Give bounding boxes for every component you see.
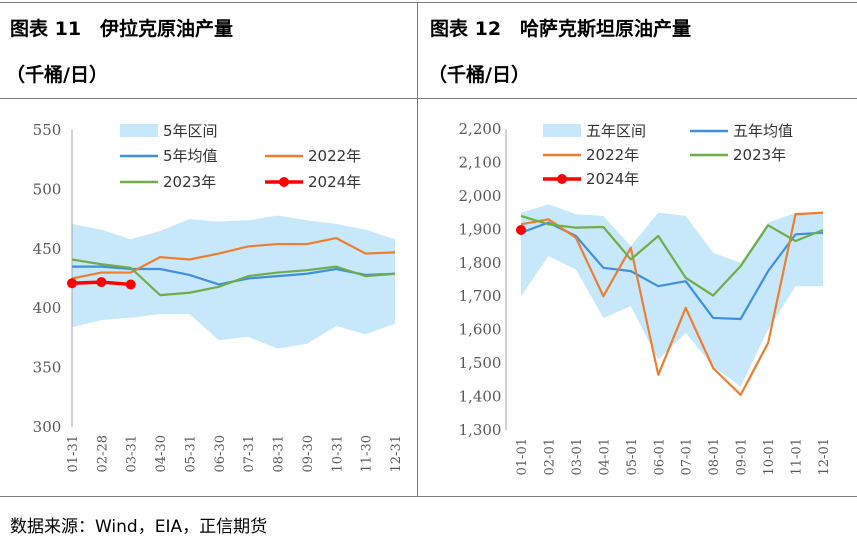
kazakh-y-tick-label: 2,000 xyxy=(459,187,502,205)
kazakh-series-y2023-line xyxy=(520,214,824,297)
iraq-y-tick-label: 350 xyxy=(33,359,62,377)
iraq-legend-y2023-label: 2023年 xyxy=(163,173,216,191)
kazakh-y-tick-label: 2,200 xyxy=(459,120,502,138)
frame-mid-rule xyxy=(0,98,857,99)
iraq-x-tick-label: 06-30 xyxy=(213,435,228,472)
iraq-x-tick-label: 11-30 xyxy=(360,435,375,472)
kazakh-y-tick-label: 1,600 xyxy=(459,321,502,339)
iraq-y-tick-label: 400 xyxy=(33,299,62,317)
right-panel-title: 图表 12 哈萨克斯坦原油产量 xyxy=(430,18,692,40)
data-source-note: 数据来源：Wind，EIA，正信期货 xyxy=(10,517,268,537)
kazakh-x-tick-label: 08-01 xyxy=(707,438,722,475)
iraq-y-tick-label: 300 xyxy=(33,418,62,436)
kazakh-x-tick-label: 10-01 xyxy=(762,438,777,475)
kazakh-x-tick-label: 06-01 xyxy=(652,438,667,475)
iraq-series-y2024-point xyxy=(125,279,136,290)
kazakh-legend-y2024-label: 2024年 xyxy=(586,170,639,188)
right-panel-unit: （千桶/日） xyxy=(428,64,530,86)
kazakh-legend-y2022-label: 2022年 xyxy=(586,146,639,164)
kazakh-x-tick-label: 09-01 xyxy=(735,438,750,475)
iraq-x-tick-label: 02-28 xyxy=(95,435,110,472)
iraq-series-y2024-point xyxy=(67,278,77,289)
iraq-legend-avg-label: 5年均值 xyxy=(163,147,218,165)
kazakh-x-tick-label: 02-01 xyxy=(542,438,557,475)
kazakh-legend-y2024-marker xyxy=(557,174,567,184)
kazakhstan-oil-production-chart: 1,300 1,400 1,500 1,600 1,700 1,800 1,900 2,000… xyxy=(459,120,832,475)
kazakh-x-tick-label: 03-01 xyxy=(570,438,585,475)
iraq-legend-band-swatch xyxy=(120,124,158,137)
iraq-y-tick-label: 500 xyxy=(33,180,62,198)
kazakh-x-tick-label: 01-01 xyxy=(515,438,530,475)
left-panel-unit: （千桶/日） xyxy=(6,64,108,86)
kazakh-y-tick-label: 1,400 xyxy=(459,388,502,406)
iraq-legend-band-label: 5年区间 xyxy=(163,122,218,140)
kazakh-legend-band-label: 五年区间 xyxy=(586,122,646,140)
kazakh-y-tick-label: 2,100 xyxy=(459,153,502,171)
iraq-x-tick-label: 08-31 xyxy=(272,435,287,472)
iraq-series-y2022-line xyxy=(71,237,396,280)
kazakh-y-tick-label: 1,300 xyxy=(459,421,502,439)
frame-bottom-rule xyxy=(0,496,857,497)
kazakh-series-y2024-point xyxy=(516,225,526,236)
kazakh-x-tick-label: 12-01 xyxy=(817,438,832,475)
iraq-y-tick-label: 550 xyxy=(33,121,62,139)
iraq-series-y2024-point xyxy=(96,277,107,288)
iraq-legend-y2024-label: 2024年 xyxy=(308,173,361,191)
kazakh-y-tick-label: 1,800 xyxy=(459,254,502,272)
kazakh-y-tick-label: 1,500 xyxy=(459,354,502,372)
kazakh-x-tick-label: 04-01 xyxy=(597,438,612,475)
iraq-x-tick-label: 09-30 xyxy=(301,435,316,472)
frame-top-rule xyxy=(0,2,857,3)
kazakh-legend-avg-label: 五年均值 xyxy=(733,122,793,140)
kazakh-five-year-range-band xyxy=(521,204,823,387)
left-panel-title: 图表 11 伊拉克原油产量 xyxy=(10,18,234,40)
iraq-legend-y2022-label: 2022年 xyxy=(308,147,361,165)
kazakh-series-y2022-line xyxy=(520,211,824,396)
iraq-series-y2023-line xyxy=(71,258,396,297)
iraq-x-tick-label: 07-31 xyxy=(242,435,257,472)
kazakh-legend-band-swatch xyxy=(543,124,581,137)
iraq-y-tick-label: 450 xyxy=(33,240,62,258)
kazakh-y-tick-label: 1,900 xyxy=(459,220,502,238)
kazakh-y-tick-label: 1,700 xyxy=(459,287,502,305)
iraq-x-tick-label: 04-30 xyxy=(154,435,169,472)
iraq-x-tick-label: 10-31 xyxy=(330,435,345,472)
kazakh-x-tick-label: 05-01 xyxy=(625,438,640,475)
iraq-x-tick-label: 12-31 xyxy=(389,435,404,472)
iraq-x-tick-label: 01-31 xyxy=(66,435,81,472)
kazakh-legend-y2023-label: 2023年 xyxy=(733,146,786,164)
frame-center-divider xyxy=(417,2,418,496)
iraq-oil-production-chart: 300 350 400 450 500 550 01-31 02-28 03-31 04-30 05… xyxy=(33,121,404,472)
iraq-legend-y2024-marker xyxy=(279,177,289,187)
kazakh-x-tick-label: 11-01 xyxy=(790,438,805,475)
iraq-x-tick-label: 05-31 xyxy=(183,435,198,472)
kazakh-x-tick-label: 07-01 xyxy=(680,438,695,475)
iraq-x-tick-label: 03-31 xyxy=(125,435,140,472)
